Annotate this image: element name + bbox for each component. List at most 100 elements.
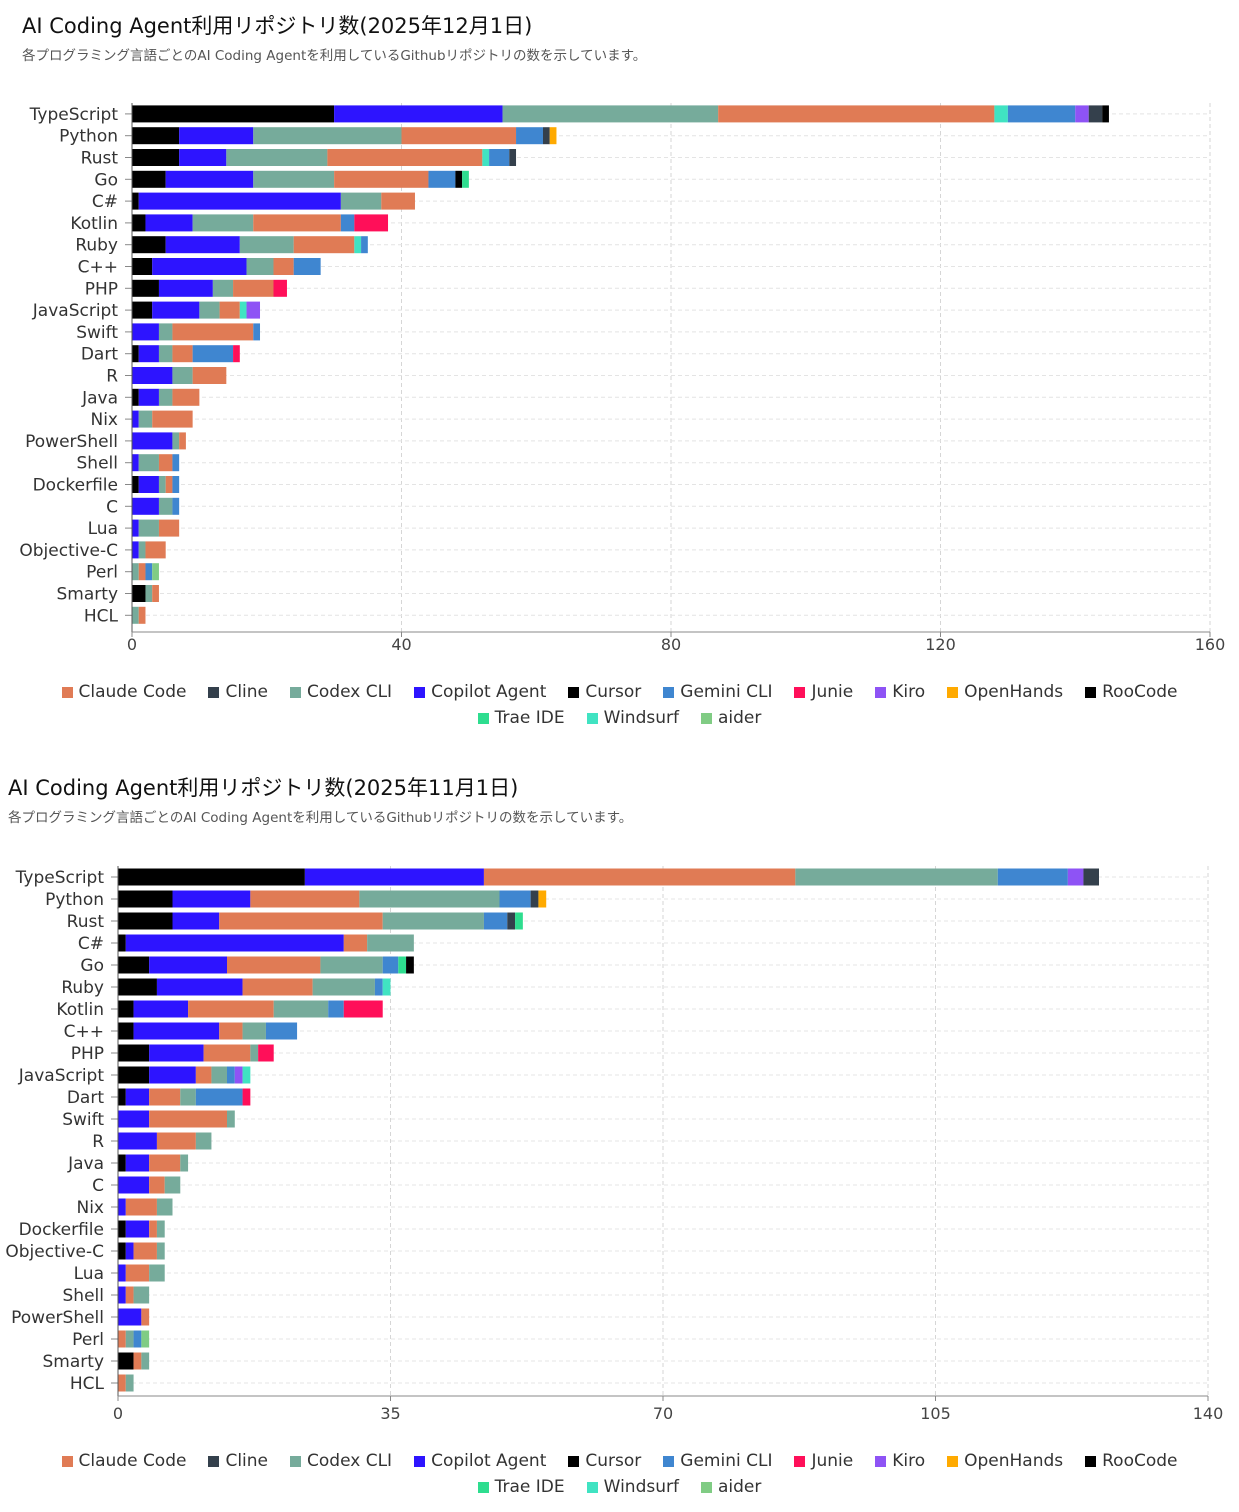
category-label: HCL	[70, 1374, 105, 1394]
bar-swift-codex-cli	[227, 1110, 235, 1128]
bar-powershell-copilot-agent	[118, 1308, 142, 1326]
bar-objective-c-claude-code	[133, 1242, 157, 1260]
legend-item-claude-code[interactable]: Claude Code	[61, 1448, 187, 1474]
legend-item-codex-cli[interactable]: Codex CLI	[290, 1448, 392, 1474]
bar-swift-copilot-agent	[118, 1110, 150, 1128]
legend-label: Claude Code	[78, 1451, 187, 1471]
legend-label: Codex CLI	[307, 682, 393, 702]
bar-rust-codex-cli	[382, 912, 484, 930]
legend-item-gemini-cli[interactable]: Gemini CLI	[663, 1448, 772, 1474]
legend-item-trae-ide[interactable]: Trae IDE	[477, 705, 565, 731]
category-label: C#	[78, 934, 104, 954]
legend-label: Kiro	[892, 1451, 926, 1471]
legend-item-copilot-agent[interactable]: Copilot Agent	[414, 1448, 546, 1474]
bar-r-claude-code	[156, 1132, 196, 1150]
bar-java-copilot-agent	[125, 1154, 150, 1172]
chart1-legend: Claude Code Cline Codex CLI Copilot Agent Cu…	[0, 679, 1239, 731]
bar-row-r	[118, 1132, 212, 1150]
category-label: Rust	[81, 149, 119, 169]
legend-item-claude-code[interactable]: Claude Code	[61, 679, 187, 705]
category-label: Smarty	[57, 585, 118, 605]
legend-item-copilot-agent[interactable]: Copilot Agent	[414, 679, 546, 705]
category-label: PHP	[71, 1044, 104, 1064]
legend-item-trae-ide[interactable]: Trae IDE	[477, 1474, 565, 1500]
bar-dockerfile-codex-cli	[158, 476, 166, 493]
legend-item-gemini-cli[interactable]: Gemini CLI	[663, 679, 772, 705]
bar-c-codex-cli	[367, 934, 414, 952]
legend-item-openhands[interactable]: OpenHands	[947, 679, 1063, 705]
bar-go-roocode	[455, 170, 463, 188]
bar-javascript-cursor	[132, 301, 153, 319]
legend-swatch	[208, 1455, 220, 1467]
legend-item-cline[interactable]: Cline	[208, 1448, 268, 1474]
category-label: Go	[94, 170, 118, 190]
bar-powershell-copilot-agent	[132, 432, 173, 450]
bar-row-shell	[132, 454, 180, 472]
bar-row-rust	[132, 149, 517, 166]
legend-item-cline[interactable]: Cline	[208, 679, 268, 705]
legend-item-aider[interactable]: aider	[700, 1474, 761, 1500]
bar-go-roocode	[406, 956, 414, 974]
bar-hcl-claude-code	[118, 1374, 126, 1392]
bar-python-copilot-agent	[179, 127, 254, 145]
category-label: C++	[78, 258, 118, 278]
legend-item-roocode[interactable]: RooCode	[1085, 679, 1178, 705]
bar-java-cursor	[132, 388, 139, 406]
bar-python-codex-cli	[359, 890, 500, 908]
category-label: Java	[81, 388, 118, 408]
legend-item-kiro[interactable]: Kiro	[875, 1448, 925, 1474]
bar-ruby-claude-code	[293, 236, 355, 254]
bar-swift-claude-code	[149, 1110, 227, 1128]
bar-perl-codex-cli	[125, 1330, 134, 1348]
bar-python-claude-code	[401, 127, 517, 145]
category-label: Objective-C	[5, 1242, 104, 1262]
legend-item-cursor[interactable]: Cursor	[568, 1448, 641, 1474]
legend-label: Junie	[811, 1451, 854, 1471]
legend-item-codex-cli[interactable]: Codex CLI	[290, 679, 392, 705]
legend-item-kiro[interactable]: Kiro	[875, 679, 925, 705]
bar-typescript-gemini-cli	[997, 868, 1068, 886]
bar-row-hcl	[118, 1374, 134, 1392]
bar-dockerfile-cursor	[118, 1220, 126, 1238]
bar-python-cursor	[118, 890, 173, 908]
legend-item-cursor[interactable]: Cursor	[568, 679, 641, 705]
chart2-subtitle: 各プログラミング言語ごとのAI Coding Agentを利用しているGithu…	[8, 810, 633, 826]
bar-python-openhands	[549, 127, 557, 145]
bar-row-objective-c	[132, 541, 166, 559]
legend-item-windsurf[interactable]: Windsurf	[586, 1474, 679, 1500]
bar-smarty-claude-code	[152, 585, 159, 602]
legend-label: Claude Code	[78, 682, 187, 702]
bar-typescript-kiro	[1067, 868, 1084, 886]
legend-label: Windsurf	[603, 1477, 679, 1497]
legend-label: aider	[717, 708, 762, 728]
bar-row-typescript	[132, 105, 1109, 123]
legend-item-windsurf[interactable]: Windsurf	[586, 705, 679, 731]
bar-python-claude-code	[250, 890, 360, 908]
bar-rust-claude-code	[219, 912, 383, 930]
legend-item-openhands[interactable]: OpenHands	[947, 1448, 1063, 1474]
legend-swatch	[1085, 1455, 1097, 1467]
bar-row-swift	[118, 1110, 235, 1128]
bar-python-cline	[542, 127, 550, 145]
bar-c-claude-code	[381, 192, 415, 210]
bar-rust-gemini-cli	[489, 149, 510, 166]
category-label: R	[106, 367, 118, 387]
legend-item-aider[interactable]: aider	[700, 705, 762, 731]
bar-c-claude-code	[219, 1022, 243, 1040]
bar-typescript-claude-code	[483, 868, 796, 886]
legend-item-junie[interactable]: Junie	[794, 679, 853, 705]
legend-label: Gemini CLI	[680, 1451, 773, 1471]
legend-item-roocode[interactable]: RooCode	[1085, 1448, 1178, 1474]
bar-kotlin-claude-code	[253, 214, 341, 232]
bar-java-codex-cli	[180, 1154, 189, 1172]
bar-javascript-copilot-agent	[152, 301, 200, 319]
bar-nix-claude-code	[125, 1198, 157, 1216]
legend-swatch	[700, 712, 712, 724]
bar-c-copilot-agent	[152, 258, 247, 275]
category-label: TypeScript	[29, 105, 119, 125]
legend-item-junie[interactable]: Junie	[794, 1448, 853, 1474]
bar-row-dart	[118, 1088, 251, 1106]
bar-powershell-claude-code	[141, 1308, 150, 1326]
legend-swatch	[586, 712, 598, 724]
bar-row-lua	[118, 1264, 165, 1282]
